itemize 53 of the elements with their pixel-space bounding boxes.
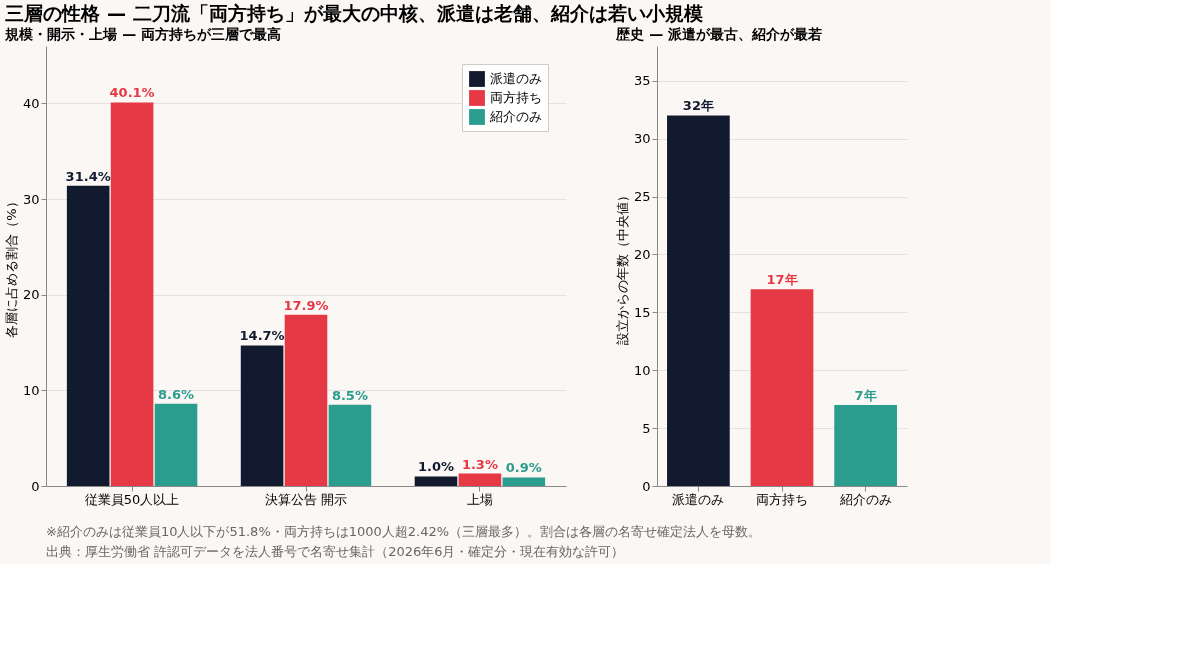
text: ※紹介のみは従業員10人以下が51.8%・両方持ちは1000人超2.42%（三層最多）。割合は各層の名寄せ確定法人を母数。 [46, 524, 762, 539]
bar [154, 403, 198, 486]
bar [284, 314, 328, 486]
data-label: 31.4% [65, 168, 111, 184]
data-label: 8.5% [331, 387, 368, 403]
bar [110, 102, 154, 486]
y-tick-label: 15 [633, 304, 651, 320]
y-tick-label: 5 [642, 420, 651, 436]
chart-title: 歴史 — 派遣が最古、紹介が最若 [615, 26, 823, 42]
source-note: 出典：厚生労働省 許認可データを法人番号で名寄せ集計（2026年6月・確定分・現在有効な許可） [46, 544, 625, 559]
data-label: 7年 [854, 387, 877, 403]
y-axis-title: 設立からの年数（中央値） [614, 188, 630, 345]
data-label: 14.7% [239, 328, 285, 344]
data-label: 32年 [682, 98, 714, 114]
x-tick-label: 上場 [466, 491, 493, 507]
y-tick-label: 20 [22, 287, 40, 303]
bar [66, 185, 110, 486]
bar [458, 473, 502, 486]
x-tick-label: 従業員50人以上 [84, 491, 180, 507]
legend-label: 両方持ち [490, 90, 542, 105]
bar [414, 476, 458, 486]
y-tick-label: 0 [642, 478, 651, 494]
y-tick-label: 20 [633, 246, 651, 262]
x-tick-label: 派遣のみ [672, 491, 725, 507]
y-tick-label: 35 [633, 73, 651, 89]
x-tick-label: 紹介のみ [838, 491, 892, 507]
bar [750, 289, 814, 486]
x-tick-label: 両方持ち [756, 491, 808, 507]
data-label: 0.9% [505, 460, 542, 476]
data-label: 1.3% [461, 456, 498, 472]
y-tick-label: 0 [31, 478, 40, 494]
data-label: 8.6% [157, 386, 195, 402]
chart-subtitle: 規模・開示・上場 — 両方持ちが三層で最高 [4, 26, 282, 42]
bar [328, 404, 372, 486]
bar [667, 115, 730, 486]
y-tick-label: 30 [22, 191, 40, 207]
y-tick-label: 40 [22, 95, 40, 111]
legend-label: 派遣のみ [490, 71, 542, 86]
legend-label: 紹介のみ [489, 109, 542, 124]
data-label: 40.1% [109, 85, 155, 101]
data-label: 1.0% [417, 459, 455, 475]
data-label: 17.9% [283, 297, 329, 313]
bar [240, 345, 284, 486]
chart-title: 三層の性格 — 二刀流「両方持ち」が最大の中核、派遣は老舗、紹介は若い小規模 [5, 2, 703, 24]
x-tick-label: 決算公告 開示 [264, 491, 348, 507]
y-tick-label: 10 [633, 362, 651, 378]
y-tick-label: 10 [22, 382, 40, 398]
data-label: 17年 [766, 272, 798, 288]
bar [834, 404, 897, 486]
y-tick-label: 30 [633, 131, 651, 147]
bar [502, 477, 546, 486]
y-tick-label: 25 [633, 189, 651, 205]
y-axis-title: 各層に占める割合（%） [3, 195, 19, 338]
